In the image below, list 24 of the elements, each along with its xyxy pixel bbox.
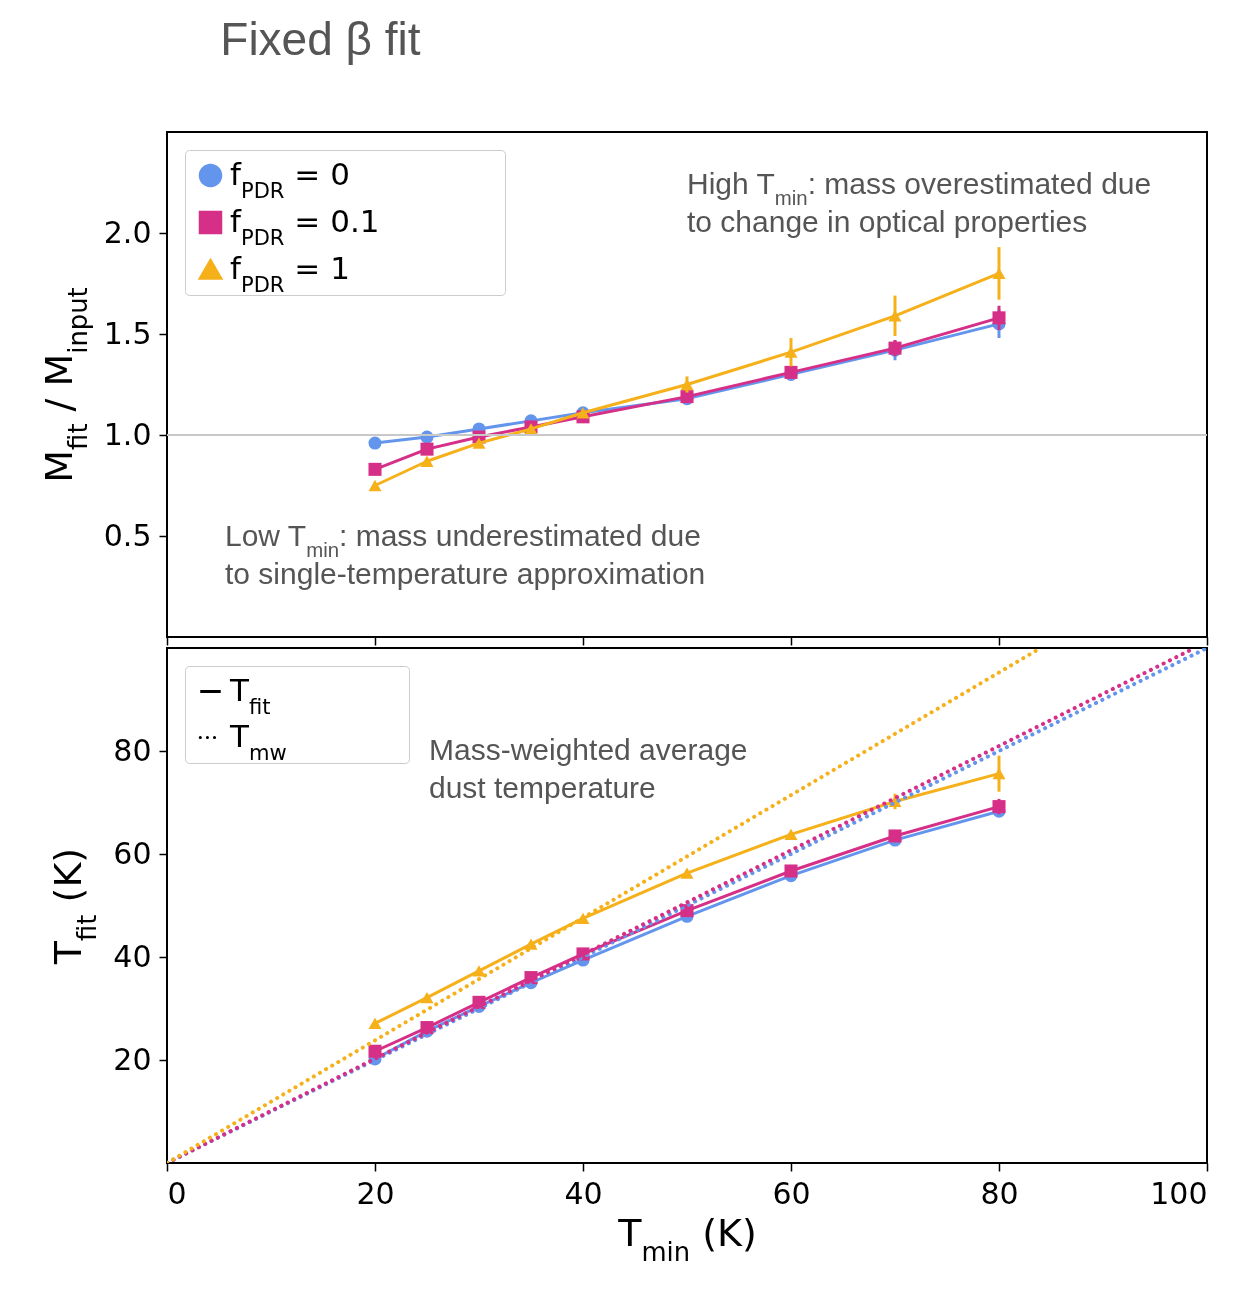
x-tick-label: 0 [167,1175,187,1211]
y-tick-label: 60 [113,835,152,871]
x-tick-label: 100 [1150,1175,1208,1211]
y-tick-label: 80 [113,732,152,768]
legend-label: T$_{mw}$ [229,717,287,764]
y-tick-label: 0.5 [103,517,152,553]
y-tick-label: 40 [113,938,152,974]
x-axis-title: T$_{min}$ (K) [617,1210,757,1267]
annotation: High T$_{min}$: mass overestimated due to change in optical properties [687,167,1152,238]
annotation: Low T$_{min}$: mass underestimated due to single-temperature approximation [225,519,706,590]
y-tick-label: 1.0 [103,416,152,452]
x-tick-label: 60 [772,1175,811,1211]
legend-label: f$_{PDR}$ = 1 [230,249,350,296]
chart-title: Fixed β fit [220,13,421,65]
y-tick-label: 2.0 [103,214,152,250]
x-tick-label: 20 [356,1175,395,1211]
y-tick-label: 1.5 [103,315,152,351]
x-tick-label: 40 [564,1175,603,1211]
legend-label: T$_{fit}$ [229,671,271,718]
annotation: Mass-weighted average dust temperature [429,733,748,804]
legend-label: f$_{PDR}$ = 0 [230,155,350,202]
legend-label: f$_{PDR}$ = 0.1 [230,202,380,249]
y-tick-label: 20 [113,1041,152,1077]
x-tick-label: 80 [980,1175,1019,1211]
